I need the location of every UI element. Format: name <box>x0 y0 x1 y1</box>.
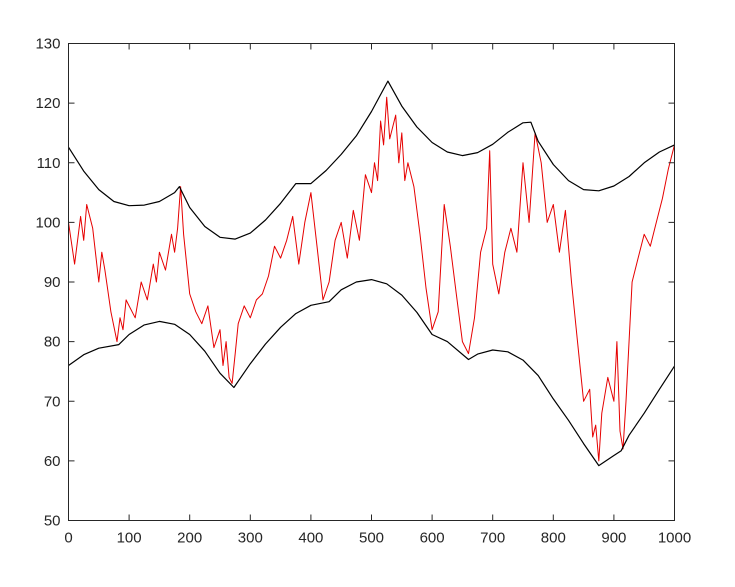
y-tick-label: 90 <box>44 274 61 291</box>
y-tick-label: 80 <box>44 334 61 351</box>
x-tick-label: 100 <box>117 530 142 547</box>
series-line-1 <box>68 96 675 462</box>
y-tick-label: 100 <box>35 214 60 231</box>
x-tick-label: 700 <box>480 530 505 547</box>
x-tick-label: 200 <box>177 530 202 547</box>
y-tick-label: 50 <box>44 513 61 530</box>
x-tick-label: 500 <box>359 530 384 547</box>
y-tick-label: 130 <box>35 36 60 53</box>
x-axis: 0 100 200 300 400 500 600 700 800 900 1000 <box>64 43 691 547</box>
series-line-2 <box>67 80 675 240</box>
x-tick-label: 400 <box>298 530 323 547</box>
x-tick-label: 900 <box>601 530 626 547</box>
x-tick-label: 800 <box>541 530 566 547</box>
y-tick-label: 120 <box>35 95 60 112</box>
y-axis: 50 60 70 80 90 100 110 120 130 <box>35 36 675 530</box>
x-tick-label: 600 <box>420 530 445 547</box>
series-line-3 <box>68 279 676 467</box>
y-tick-label: 110 <box>37 155 61 172</box>
x-tick-label: 300 <box>238 530 263 547</box>
series-layer <box>67 80 676 467</box>
y-tick-label: 70 <box>44 393 61 410</box>
x-tick-label: 1000 <box>658 530 691 547</box>
y-tick-label: 60 <box>44 453 61 470</box>
x-tick-label: 0 <box>64 530 72 547</box>
